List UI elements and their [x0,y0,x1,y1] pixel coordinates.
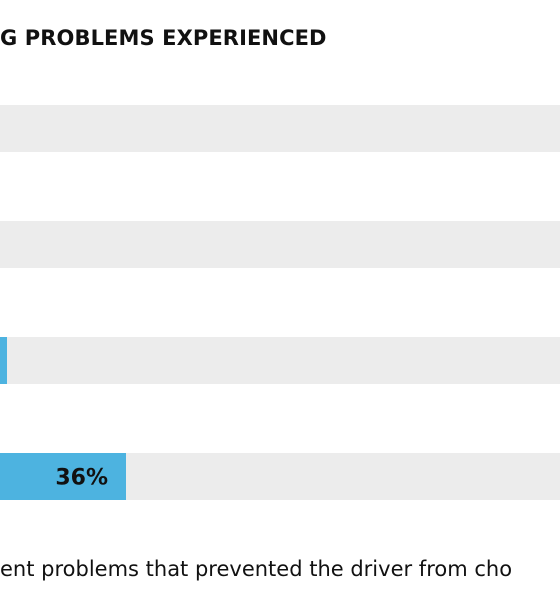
chart-title: G PROBLEMS EXPERIENCED [0,26,327,50]
bar [0,337,7,384]
chart-footnote: ent problems that prevented the driver f… [0,557,513,581]
bar-data-label: 36% [55,466,108,491]
bar-track [0,105,560,152]
bar-track [0,221,560,268]
bar-track [0,337,560,384]
bar [0,453,126,500]
